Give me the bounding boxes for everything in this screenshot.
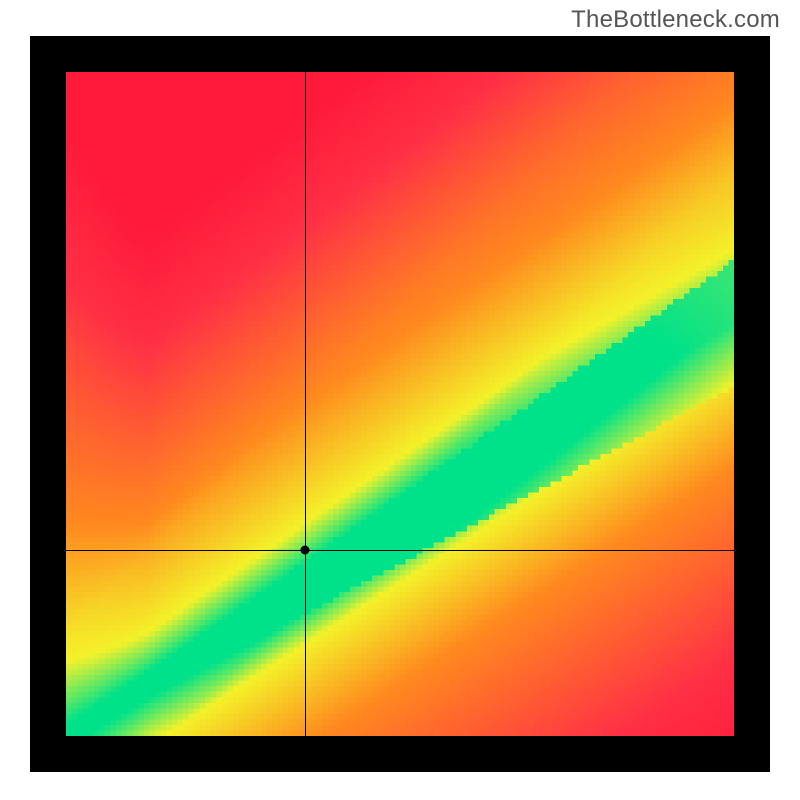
watermark-text: TheBottleneck.com: [571, 6, 780, 34]
container: TheBottleneck.com: [0, 0, 800, 800]
heatmap-canvas: [66, 72, 734, 736]
chart-frame: [30, 36, 770, 772]
heatmap-plot: [66, 72, 734, 736]
